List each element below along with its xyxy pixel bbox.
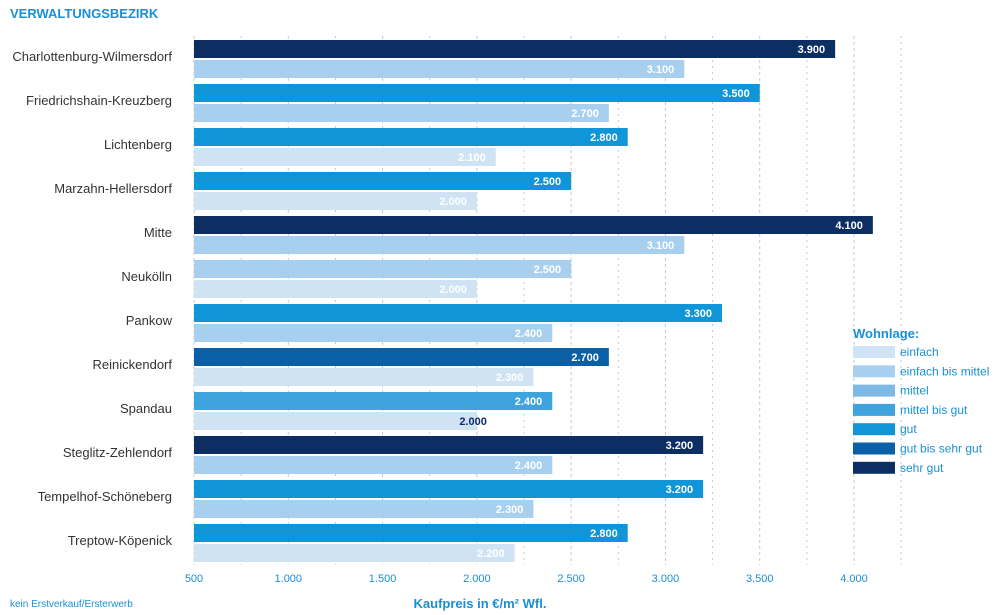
data-label: 2.500 <box>534 176 562 188</box>
data-label: 3.200 <box>666 484 694 496</box>
category-label: Steglitz-Zehlendorf <box>63 445 172 460</box>
bar-lower <box>194 456 553 474</box>
data-label: 4.100 <box>835 220 863 232</box>
category-label: Marzahn-Hellersdorf <box>54 181 172 196</box>
x-tick-label: 500 <box>185 573 203 585</box>
bar-upper <box>194 436 704 454</box>
legend-swatch <box>853 461 895 474</box>
bar-upper <box>194 84 760 102</box>
bar-lower <box>194 368 534 386</box>
x-tick-label: 4.000 <box>840 573 868 585</box>
data-label: 3.900 <box>798 44 826 56</box>
legend-title: Wohnlage: <box>853 326 919 341</box>
legend-label: gut bis sehr gut <box>900 442 983 456</box>
bar-lower <box>194 104 609 122</box>
category-label: Reinickendorf <box>93 357 173 372</box>
data-label: 2.300 <box>496 372 524 384</box>
data-label: 3.100 <box>647 240 675 252</box>
category-label: Lichtenberg <box>104 137 172 152</box>
bar-lower <box>194 280 477 298</box>
data-label: 2.800 <box>590 132 618 144</box>
bar-upper <box>194 524 628 542</box>
bar-lower <box>194 500 534 518</box>
y-axis-header: VERWALTUNGSBEZIRK <box>10 6 159 21</box>
legend-swatch <box>853 346 895 358</box>
category-label: Neukölln <box>121 269 172 284</box>
legend-swatch <box>853 365 895 378</box>
legend-swatch <box>853 403 895 416</box>
bar-lower <box>194 412 477 430</box>
data-label: 3.100 <box>647 64 675 76</box>
x-tick-label: 2.500 <box>557 573 585 585</box>
data-label: 2.100 <box>458 152 486 164</box>
bar-lower <box>194 148 496 166</box>
data-label: 2.700 <box>571 108 599 120</box>
bar-upper <box>194 260 572 278</box>
category-label: Charlottenburg-Wilmersdorf <box>12 49 172 64</box>
data-label: 3.300 <box>684 308 712 320</box>
bar-upper <box>194 128 628 146</box>
data-label: 2.400 <box>515 460 543 472</box>
bar-lower <box>194 544 515 562</box>
data-label: 2.000 <box>439 284 467 296</box>
category-label: Friedrichshain-Kreuzberg <box>26 93 172 108</box>
x-tick-label: 1.000 <box>275 573 303 585</box>
data-label: 2.300 <box>496 504 524 516</box>
category-label: Mitte <box>144 225 172 240</box>
data-label: 2.000 <box>439 196 467 208</box>
data-label: 2.800 <box>590 528 618 540</box>
bar-upper <box>194 392 553 410</box>
bar-upper <box>194 216 873 234</box>
bar-upper <box>194 304 722 322</box>
bar-upper <box>194 172 572 190</box>
bar-lower <box>194 60 685 78</box>
x-tick-label: 2.000 <box>463 573 491 585</box>
x-tick-label: 3.000 <box>652 573 680 585</box>
category-label: Spandau <box>120 401 172 416</box>
legend-label: einfach bis mittel <box>900 364 989 378</box>
data-label: 2.700 <box>571 352 599 364</box>
legend: Wohnlage: einfach einfach bis mittel mitte… <box>853 326 989 475</box>
data-label: 2.200 <box>477 548 505 560</box>
legend-swatch <box>853 384 895 397</box>
category-label: Tempelhof-Schöneberg <box>38 489 172 504</box>
legend-swatch <box>853 442 895 455</box>
bar-lower <box>194 236 685 254</box>
data-label: 2.400 <box>515 328 543 340</box>
legend-label: sehr gut <box>900 461 944 475</box>
bar-upper <box>194 480 704 498</box>
grid <box>193 36 902 565</box>
category-label: Treptow-Köpenick <box>68 533 173 548</box>
data-label: 2.500 <box>534 264 562 276</box>
legend-label: gut <box>900 422 917 436</box>
bars: 3.900 3.100 3.500 2.700 2.800 2.100 2.500 2.000… <box>194 40 873 562</box>
x-axis-title: Kaufpreis in €/m² Wfl. <box>414 596 547 611</box>
bar-upper <box>194 348 609 366</box>
data-label: 3.200 <box>666 440 694 452</box>
data-label: 2.400 <box>515 396 543 408</box>
category-label: Pankow <box>126 313 173 328</box>
data-label: 2.000 <box>459 416 487 428</box>
footnote: kein Erstverkauf/Ersterwerb <box>10 599 133 610</box>
legend-swatch <box>853 423 895 436</box>
x-tick-label: 1.500 <box>369 573 397 585</box>
data-label: 3.500 <box>722 88 750 100</box>
legend-label: mittel bis gut <box>900 403 968 417</box>
bar-lower <box>194 324 553 342</box>
x-tick-label: 3.500 <box>746 573 774 585</box>
legend-label: mittel <box>900 384 929 398</box>
category-labels: Charlottenburg-Wilmersdorf Friedrichshain… <box>12 49 172 548</box>
bar-lower <box>194 192 477 210</box>
legend-label: einfach <box>900 345 939 359</box>
bar-upper <box>194 40 836 58</box>
x-tick-labels: 500 1.000 1.500 2.000 2.500 3.000 3.500 4.000 <box>185 573 868 585</box>
